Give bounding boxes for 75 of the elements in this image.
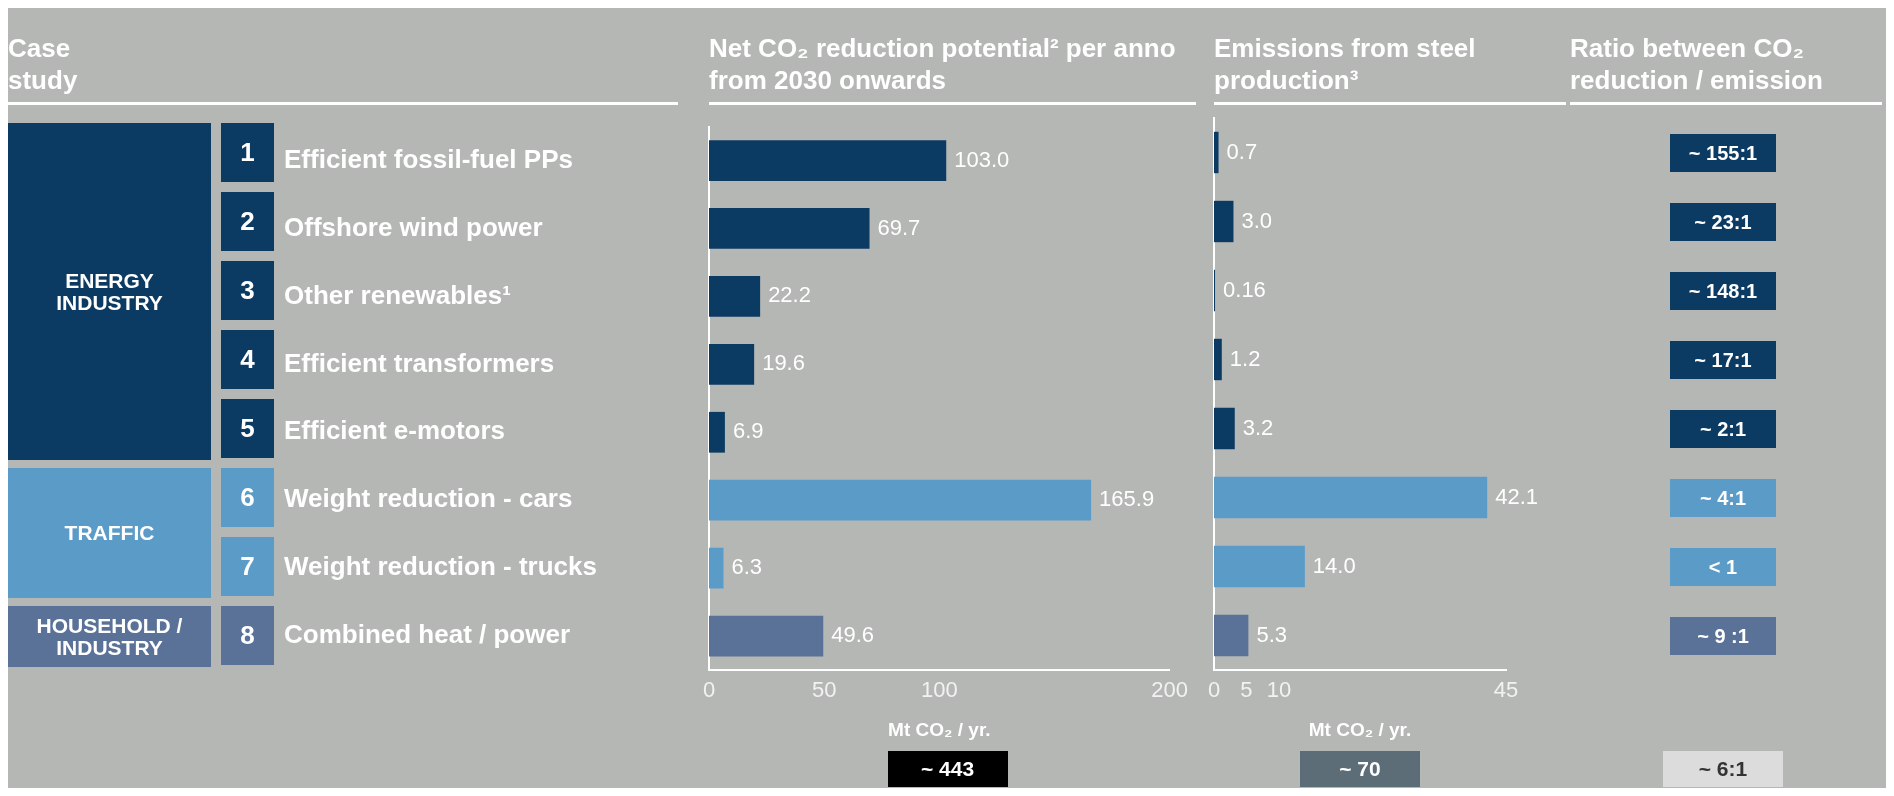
data-label: 165.9 bbox=[1099, 486, 1155, 512]
text: ~ 70 bbox=[1300, 751, 1420, 787]
x-tick-label: 100 bbox=[920, 677, 958, 703]
bar bbox=[709, 479, 1092, 521]
data-label: 5.3 bbox=[1256, 621, 1287, 647]
bar bbox=[709, 140, 947, 181]
bar bbox=[1214, 476, 1488, 519]
text: ~ 23:1 bbox=[1670, 203, 1776, 241]
bar bbox=[1214, 614, 1249, 657]
data-label: 103.0 bbox=[954, 146, 1010, 172]
bar bbox=[1214, 545, 1305, 588]
text: 1 bbox=[221, 123, 274, 182]
y-tick-label: Efficient e-motors bbox=[284, 415, 506, 446]
data-label: 3.0 bbox=[1241, 207, 1273, 233]
text: 6 bbox=[221, 468, 274, 527]
text: ENERGY INDUSTRY bbox=[56, 268, 163, 314]
text: 3 bbox=[221, 261, 274, 320]
x-tick-label: 10 bbox=[1266, 677, 1292, 703]
y-tick-label: Efficient transformers bbox=[284, 347, 555, 378]
data-label: 0.7 bbox=[1226, 138, 1258, 164]
text: < 1 bbox=[1670, 548, 1776, 586]
data-label: 22.2 bbox=[768, 282, 811, 308]
x-tick-label: 50 bbox=[811, 677, 837, 703]
x-tick-label: 45 bbox=[1493, 677, 1519, 703]
text: 5 bbox=[221, 399, 274, 458]
data-label: 49.6 bbox=[831, 622, 875, 648]
bar bbox=[709, 547, 724, 589]
bar bbox=[709, 615, 824, 657]
text: ~ 9 :1 bbox=[1670, 617, 1776, 655]
x-tick-label: 0 bbox=[702, 677, 716, 703]
text: ~ 17:1 bbox=[1670, 341, 1776, 379]
bar bbox=[1214, 131, 1219, 174]
x-tick-label: 5 bbox=[1240, 677, 1253, 703]
text: ~ 2:1 bbox=[1670, 410, 1776, 448]
bar bbox=[709, 276, 761, 317]
text: TRAFFIC bbox=[64, 521, 155, 544]
bar bbox=[1214, 338, 1222, 381]
text: ~ 6:1 bbox=[1663, 751, 1783, 787]
text: Ratio between CO₂ reduction / emission bbox=[1570, 32, 1824, 96]
data-label: 3.2 bbox=[1242, 414, 1274, 440]
text: 7 bbox=[221, 537, 274, 596]
text: ~ 155:1 bbox=[1670, 134, 1776, 172]
text: ~ 443 bbox=[887, 751, 1008, 787]
bar bbox=[709, 208, 870, 249]
chart-title: Net CO₂ reduction potential² per anno from 2030 onwards bbox=[709, 32, 1177, 96]
bar bbox=[1214, 407, 1235, 450]
data-label: 6.9 bbox=[732, 418, 764, 444]
text: 4 bbox=[221, 330, 274, 389]
x-tick-label: 200 bbox=[1151, 677, 1189, 703]
data-label: 0.16 bbox=[1223, 276, 1266, 302]
data-label: 42.1 bbox=[1495, 483, 1539, 509]
data-label: 14.0 bbox=[1312, 552, 1356, 578]
data-label: 19.6 bbox=[762, 350, 805, 376]
x-axis-title: Mt CO₂ / yr. bbox=[888, 718, 991, 740]
y-tick-label: Efficient fossil-fuel PPs bbox=[284, 143, 573, 174]
x-tick-label: 0 bbox=[1207, 677, 1221, 703]
y-tick-label: Weight reduction - cars bbox=[284, 483, 573, 514]
text: ~ 148:1 bbox=[1670, 272, 1776, 310]
y-tick-label: Combined heat / power bbox=[284, 619, 571, 650]
text: HOUSEHOLD / INDUSTRY bbox=[36, 613, 183, 659]
y-tick-label: Weight reduction - trucks bbox=[284, 551, 597, 582]
text: 8 bbox=[221, 606, 274, 665]
bar bbox=[1214, 200, 1234, 243]
bar bbox=[709, 343, 755, 385]
data-label: 1.2 bbox=[1229, 345, 1261, 371]
text: 2 bbox=[221, 192, 274, 251]
x-axis-title: Mt CO₂ / yr. bbox=[1308, 718, 1412, 740]
text: Case study bbox=[8, 32, 79, 96]
text: ~ 4:1 bbox=[1670, 479, 1776, 517]
bar bbox=[709, 411, 725, 453]
chart-title: Emissions from steel production³ bbox=[1214, 32, 1477, 96]
y-tick-label: Other renewables¹ bbox=[284, 279, 511, 310]
y-tick-label: Offshore wind power bbox=[284, 211, 543, 242]
data-label: 69.7 bbox=[877, 214, 921, 240]
data-label: 6.3 bbox=[731, 554, 763, 580]
